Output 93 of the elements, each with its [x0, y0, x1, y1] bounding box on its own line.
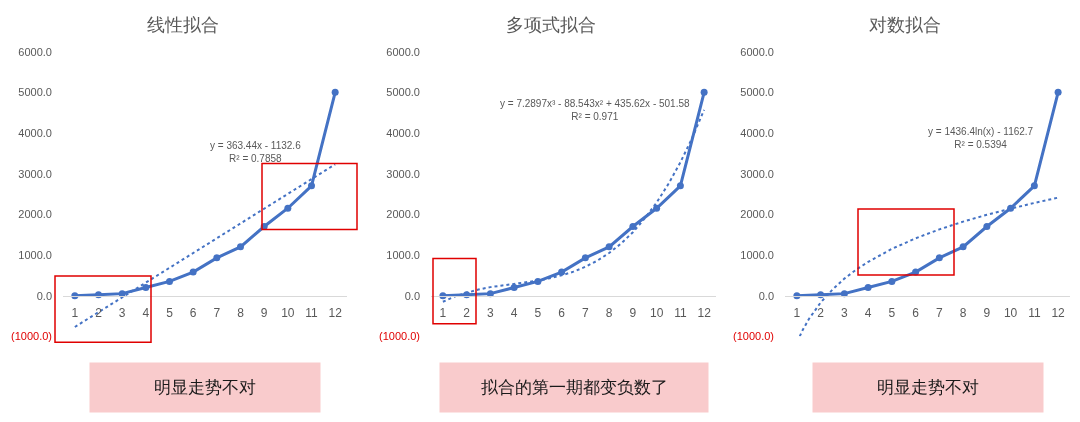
- point: [510, 284, 518, 292]
- x-tick-label: 4: [510, 306, 518, 321]
- y-tick-label: 0.0: [36, 289, 52, 302]
- point: [653, 204, 661, 212]
- point: [166, 277, 173, 285]
- y-tick-label: 4000.0: [386, 126, 420, 139]
- y-tick-label: 4000.0: [740, 126, 774, 139]
- x-tick-label: 3: [487, 306, 495, 321]
- y-tick-label: (1000.0): [733, 330, 774, 343]
- annotation: y = 363.44x - 1132.6 R² = 0.7858: [210, 140, 302, 164]
- x-tick-label: 12: [328, 306, 343, 321]
- point: [486, 290, 494, 298]
- point: [605, 243, 613, 251]
- x-tick-label: 8: [959, 306, 967, 321]
- y-tick-label: 0.0: [404, 289, 420, 302]
- point: [331, 88, 339, 96]
- x-tick-label: 1: [71, 306, 79, 321]
- x-tick-label: 9: [629, 306, 637, 321]
- x-tick-label: 6: [558, 306, 566, 321]
- point: [284, 204, 292, 212]
- x-tick-label: 6: [189, 306, 197, 321]
- annotation: y = 1436.4ln(x) - 1162.7 R² = 0.5394: [928, 126, 1034, 150]
- text: 明显走势不对: [877, 378, 979, 397]
- point: [1030, 182, 1038, 190]
- point: [959, 243, 967, 251]
- point: [581, 254, 589, 262]
- point: [840, 290, 848, 298]
- text: 拟合的第一期都变负数了: [480, 378, 668, 397]
- point: [983, 223, 991, 231]
- point: [864, 284, 872, 292]
- x-tick-label: 11: [674, 306, 687, 321]
- point: [629, 223, 637, 231]
- y-tick-label: 6000.0: [18, 45, 52, 58]
- y-tick-label: 6000.0: [386, 45, 420, 58]
- x-tick-label: 1: [793, 306, 801, 321]
- y-tick-label: 2000.0: [386, 208, 420, 221]
- x-tick-label: 2: [817, 306, 825, 321]
- point: [237, 243, 244, 251]
- x-tick-label: 1: [439, 306, 447, 321]
- x-tick-label: 4: [142, 306, 150, 321]
- x-tick-label: 3: [118, 306, 126, 321]
- point: [189, 268, 197, 276]
- x-tick-label: 10: [1003, 306, 1018, 321]
- x-tick-label: 7: [936, 306, 944, 321]
- x-tick-label: 9: [260, 306, 268, 321]
- annotation: y = 7.2897x³ - 88.543x² + 435.62x - 501.58 R² = 0.971: [500, 98, 691, 122]
- y-tick-label: 6000.0: [740, 45, 774, 58]
- x-tick-label: 7: [213, 306, 221, 321]
- y-tick-label: 3000.0: [18, 167, 52, 180]
- y-tick-label: 3000.0: [740, 167, 774, 180]
- x-tick-label: 8: [237, 306, 245, 321]
- point: [142, 284, 150, 292]
- x-tick-label: 7: [582, 306, 590, 321]
- x-tick-label: 5: [888, 306, 896, 321]
- point: [676, 182, 684, 190]
- y-tick-label: 3000.0: [386, 167, 420, 180]
- x-tick-label: 6: [912, 306, 920, 321]
- y-tick-label: 4000.0: [18, 126, 52, 139]
- point: [888, 277, 896, 285]
- y-tick-label: 0.0: [758, 289, 774, 302]
- x-tick-label: 9: [983, 306, 991, 321]
- point: [308, 182, 315, 190]
- y-tick-label: 1000.0: [740, 248, 774, 261]
- x-tick-label: 10: [281, 306, 295, 321]
- point: [1054, 88, 1062, 96]
- chart-title: 线性拟合: [147, 15, 219, 35]
- point: [700, 88, 708, 96]
- x-tick-label: 2: [463, 306, 471, 321]
- point: [213, 254, 221, 262]
- y-tick-label: 2000.0: [740, 208, 774, 221]
- chart-title: 对数拟合: [869, 15, 941, 35]
- y-tick-label: (1000.0): [379, 330, 420, 343]
- y-tick-label: 1000.0: [18, 248, 52, 261]
- y-tick-label: 1000.0: [386, 248, 420, 261]
- x-tick-label: 10: [649, 306, 664, 321]
- x-tick-label: 5: [166, 306, 174, 321]
- x-tick-label: 12: [1051, 306, 1066, 321]
- point: [558, 268, 566, 276]
- x-tick-label: 11: [305, 306, 319, 321]
- x-tick-label: 5: [534, 306, 542, 321]
- x-tick-label: 4: [864, 306, 872, 321]
- point: [935, 254, 943, 262]
- text: 明显走势不对: [154, 378, 256, 397]
- y-tick-label: 5000.0: [386, 86, 420, 99]
- x-tick-label: 3: [841, 306, 849, 321]
- x-tick-label: 11: [1028, 306, 1041, 321]
- x-tick-label: 8: [605, 306, 613, 321]
- y-tick-label: 5000.0: [740, 86, 774, 99]
- chart-title: 多项式拟合: [506, 15, 596, 35]
- y-tick-label: (1000.0): [11, 330, 52, 343]
- y-tick-label: 5000.0: [18, 86, 52, 99]
- y-tick-label: 2000.0: [18, 208, 52, 221]
- x-tick-label: 12: [697, 306, 712, 321]
